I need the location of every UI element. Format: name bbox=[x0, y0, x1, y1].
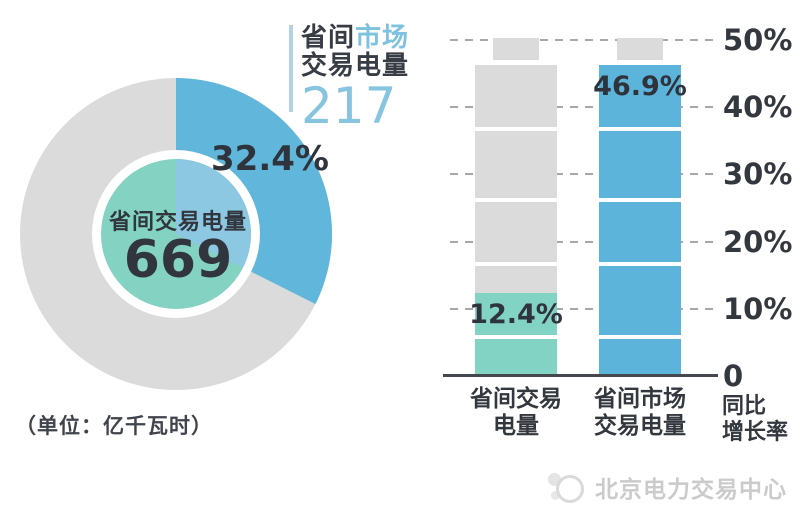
bar-category-label-1: 省间交易 电量 bbox=[457, 386, 575, 440]
gridline bbox=[450, 173, 718, 176]
y-tick-label: 50% bbox=[723, 23, 793, 57]
bar-category-1-line2: 电量 bbox=[493, 413, 539, 439]
gridline bbox=[450, 106, 718, 109]
callout-line bbox=[289, 25, 293, 112]
donut-center-value: 669 bbox=[123, 230, 233, 290]
gridline bbox=[450, 39, 718, 41]
bar-category-1-line1: 省间交易 bbox=[470, 386, 562, 412]
callout-title-highlight: 市场 bbox=[355, 23, 410, 53]
bar-segment-gap bbox=[599, 127, 681, 131]
bar-segment-gap bbox=[475, 335, 557, 339]
bar-track bbox=[599, 64, 681, 376]
bar-category-label-2: 省间市场 交易电量 bbox=[581, 386, 699, 440]
x-axis-line bbox=[443, 374, 718, 377]
bar-track bbox=[475, 64, 557, 376]
bar-cap bbox=[493, 38, 539, 60]
bar-category-2-line1: 省间市场 bbox=[594, 386, 686, 412]
gridline bbox=[450, 240, 718, 243]
y-tick-label: 10% bbox=[723, 291, 793, 326]
y-tick-label: 40% bbox=[723, 90, 793, 125]
donut-center-title: 省间交易电量 bbox=[108, 210, 247, 235]
y-tick-label: 0 bbox=[723, 359, 744, 393]
watermark-text: 北京电力交易中心 bbox=[595, 477, 787, 503]
inner-pie-highlight bbox=[176, 159, 252, 268]
y-tick-label: 20% bbox=[723, 224, 793, 259]
callout-value: 217 bbox=[301, 77, 397, 135]
y-axis-title-line1: 同比 bbox=[722, 394, 767, 419]
bar-value-label: 12.4% bbox=[469, 298, 563, 330]
bar-segment-gap bbox=[599, 198, 681, 202]
bar-segment-gap bbox=[475, 127, 557, 131]
watermark: 北京电力交易中心 bbox=[548, 470, 787, 504]
bar-cap bbox=[617, 38, 663, 60]
bar-segment-gap bbox=[475, 198, 557, 202]
logo-icon bbox=[548, 472, 586, 503]
y-tick-label: 30% bbox=[723, 157, 793, 192]
bar-segment-gap bbox=[599, 262, 681, 266]
donut-callout: 省间市场 交易电量 217 bbox=[301, 24, 451, 135]
y-axis-title: 同比 增长率 bbox=[722, 394, 788, 446]
y-axis-title-line2: 增长率 bbox=[722, 420, 789, 445]
callout-title-line2: 交易电量 bbox=[301, 51, 410, 81]
bar-value-label: 46.9% bbox=[593, 70, 687, 102]
bar-category-2-line2: 交易电量 bbox=[594, 413, 686, 439]
callout-title-line1: 省间市场 bbox=[301, 24, 451, 52]
gridline bbox=[450, 307, 718, 310]
donut-chart bbox=[20, 78, 333, 390]
donut-percent-label: 32.4% bbox=[211, 139, 329, 179]
bar-segment-gap bbox=[475, 262, 557, 266]
bar-fill bbox=[599, 64, 681, 376]
callout-title-prefix: 省间 bbox=[301, 23, 356, 53]
bar-segment-gap bbox=[599, 335, 681, 339]
bar-fill bbox=[475, 292, 557, 376]
unit-note: （单位：亿千瓦时） bbox=[15, 414, 213, 438]
